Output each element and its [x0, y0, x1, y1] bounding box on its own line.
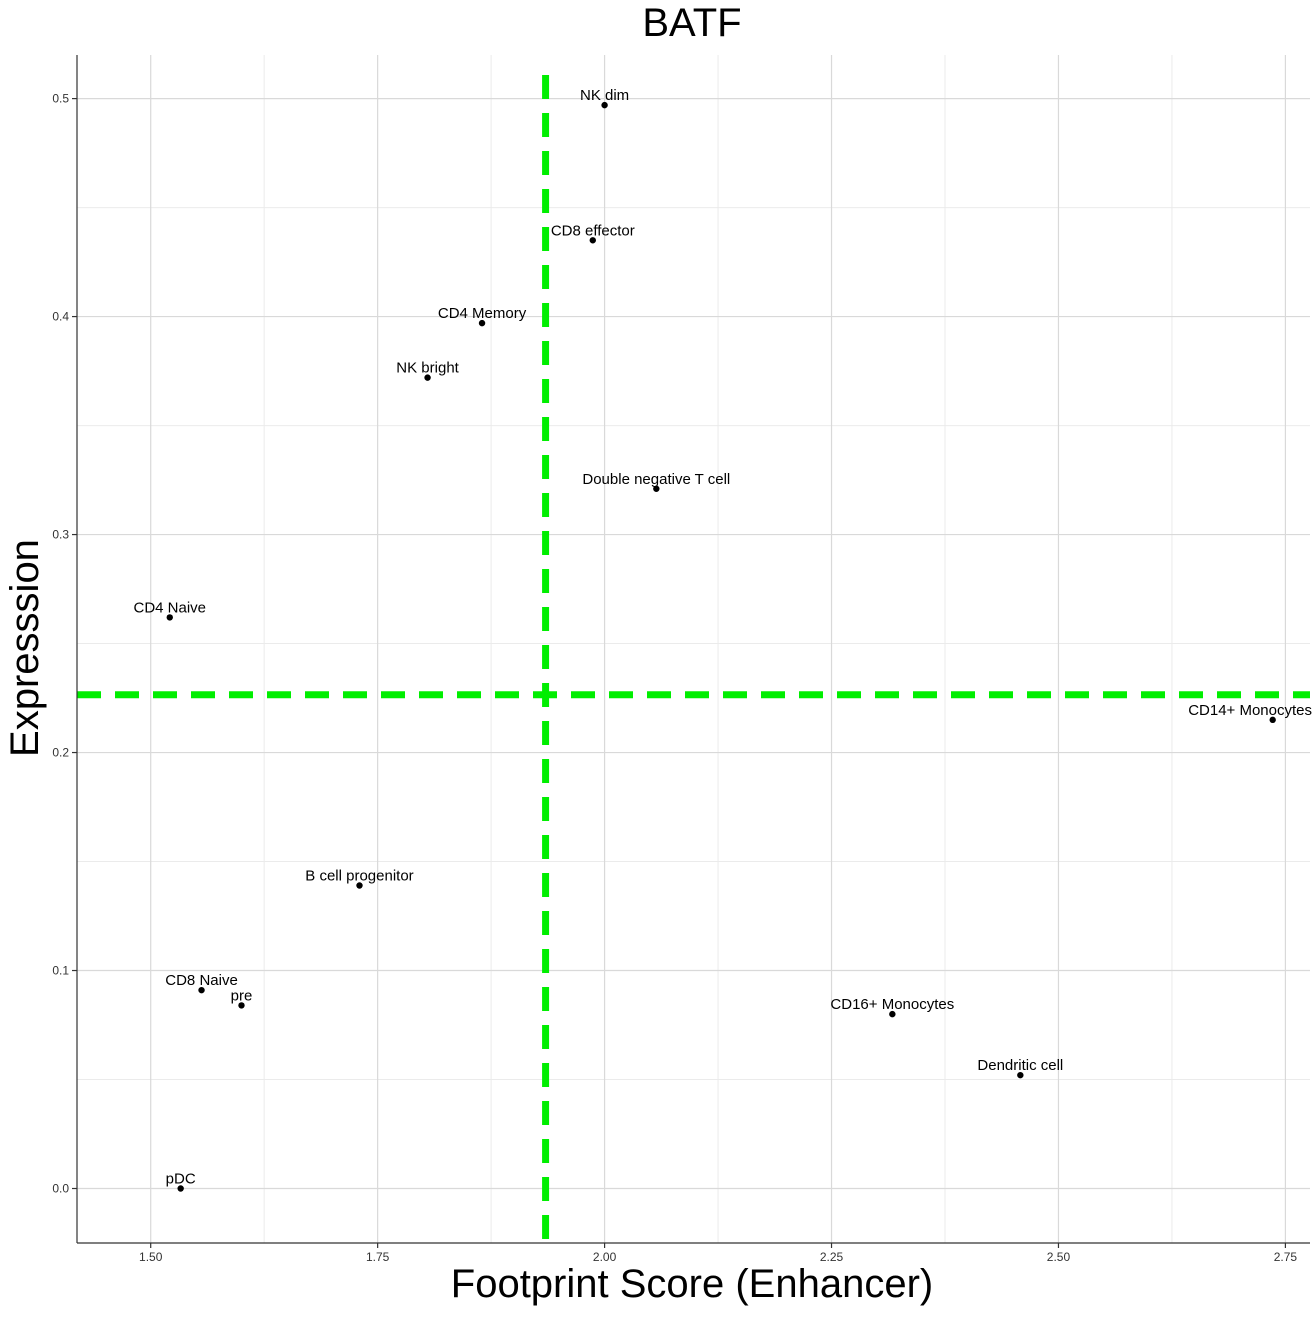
point-label: CD8 effector [551, 222, 635, 239]
y-tick-label: 0.1 [52, 964, 69, 978]
point-label: NK dim [580, 87, 629, 104]
point-label: CD4 Naive [134, 599, 207, 616]
data-point [356, 882, 363, 889]
data-point [601, 101, 608, 109]
y-tick-label: 0.4 [52, 310, 69, 324]
x-axis-title: Footprint Score (Enhancer) [451, 1262, 933, 1306]
point-label: NK bright [396, 360, 459, 377]
data-point [166, 614, 173, 621]
y-tick-label: 0.5 [52, 92, 69, 106]
point-label: pDC [166, 1171, 196, 1188]
axes [72, 55, 1310, 1248]
data-point [653, 485, 660, 492]
data-point [1017, 1071, 1024, 1079]
x-tick-label: 1.75 [366, 1250, 390, 1264]
y-tick-label: 0.2 [52, 746, 69, 760]
point-label: pre [231, 987, 253, 1004]
data-points: NK dim CD8 effector CD4 Memory NK bright Dou… [134, 87, 1312, 1192]
data-point [198, 986, 205, 994]
x-tick-label: 2.25 [820, 1250, 844, 1264]
tick-labels: 1.50 1.75 2.00 2.25 2.50 2.75 0.0 0.1 0.2 0.3 0.4 0… [52, 92, 1297, 1264]
point-label: Dendritic cell [977, 1057, 1063, 1074]
point-label: CD8 Naive [165, 972, 238, 989]
data-point [424, 374, 431, 381]
point-label: CD14+ Monocytes [1188, 702, 1312, 719]
data-point [177, 1185, 184, 1192]
data-point [889, 1010, 896, 1018]
point-label: B cell progenitor [305, 868, 413, 885]
chart-title: BATF [642, 1, 741, 45]
grid-layer [77, 55, 1310, 1243]
y-axis-title: Expresssion [3, 539, 47, 757]
point-label: CD4 Memory [438, 305, 527, 322]
data-point [238, 1002, 245, 1009]
x-tick-label: 1.50 [139, 1250, 163, 1264]
data-point [589, 237, 596, 244]
data-point [478, 319, 486, 327]
reference-lines [77, 75, 1310, 1243]
x-tick-label: 2.00 [593, 1250, 617, 1264]
x-tick-label: 2.75 [1274, 1250, 1298, 1264]
y-tick-label: 0.0 [52, 1182, 69, 1196]
x-tick-label: 2.50 [1047, 1250, 1071, 1264]
point-label: CD16+ Monocytes [830, 996, 954, 1013]
point-label: Double negative T cell [582, 471, 730, 488]
data-point [1269, 716, 1276, 724]
y-tick-label: 0.3 [52, 528, 69, 542]
